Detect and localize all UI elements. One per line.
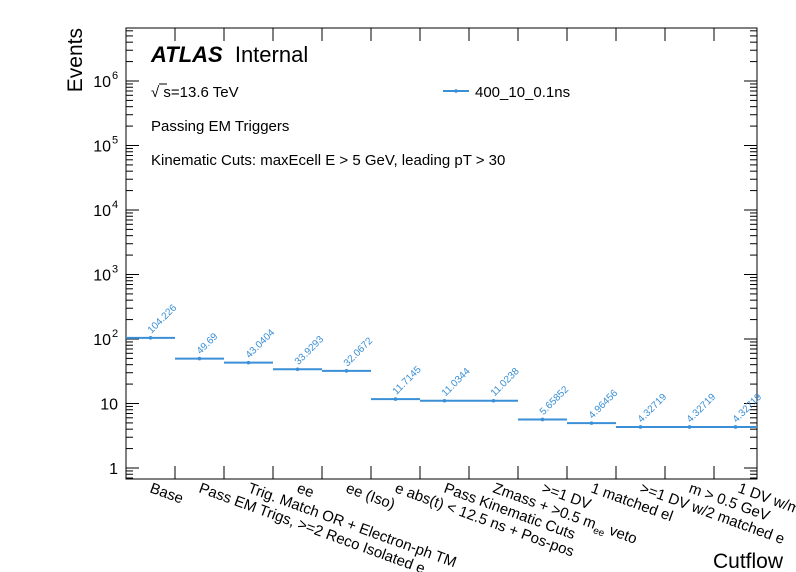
atlas-text: ATLAS [150, 42, 223, 67]
atlas-label: ATLAS Internal [150, 42, 308, 67]
value-label: 5.65852 [538, 384, 572, 418]
selection-line-2: Kinematic Cuts: maxEcell E > 5 GeV, lead… [151, 152, 505, 169]
y-tick-label: 1 [109, 461, 118, 478]
category-label: ee (Iso) [344, 480, 398, 513]
y-tick-label: 10 [93, 139, 111, 156]
value-label: 104.226 [146, 302, 180, 336]
value-label: 4.96456 [587, 388, 621, 422]
value-label: 33.9293 [293, 334, 327, 368]
bar-point [540, 417, 545, 422]
bar-point [148, 336, 153, 340]
y-tick-label: 10 [93, 203, 111, 220]
y-tick-label: 10 [93, 74, 111, 91]
category-text: Base [148, 480, 186, 508]
value-label: 32.0672 [342, 335, 376, 369]
value-label: 4.32719 [636, 391, 670, 425]
y-axis-title: Events [64, 28, 87, 92]
bar-point [344, 369, 349, 373]
x-axis-title: Cutflow [713, 550, 784, 572]
legend-entry: 400_10_0.1ns [475, 84, 570, 101]
legend-dot [454, 89, 458, 93]
y-tick-exponent: 3 [112, 264, 118, 276]
y-tick-label: 10 [93, 332, 111, 349]
atlas-status-text: Internal [235, 42, 308, 67]
value-label: 43.0404 [244, 327, 278, 361]
bar-point [197, 356, 202, 361]
value-labels: 104.226 49.69 43.0404 33.9293 32.0672 11.7145… [146, 302, 765, 425]
x-axis [125, 28, 715, 479]
category-label: ee [295, 480, 316, 502]
bar-point [638, 425, 643, 429]
series-steps [126, 336, 757, 429]
category-suffix: veto [603, 521, 639, 548]
plot-frame [125, 27, 758, 480]
value-label: 4.32719 [685, 391, 719, 425]
category-text: ee (Iso) [344, 480, 398, 513]
category-label: Base [148, 480, 186, 508]
y-tick-exponent: 4 [112, 199, 118, 211]
bar-point [491, 398, 496, 403]
energy-label: √ s=13.6 TeV [151, 84, 239, 101]
sqrt-symbol: √ [151, 84, 160, 101]
bar-point [589, 421, 594, 425]
value-label: 11.0238 [489, 366, 522, 399]
energy-text: s=13.6 TeV [163, 84, 238, 101]
y-tick-label: 10 [93, 268, 111, 285]
y-tick-exponent: 2 [112, 328, 118, 340]
category-subscript: ee [591, 525, 606, 539]
legend: 400_10_0.1ns [443, 84, 570, 101]
selection-line-1: Passing EM Triggers [151, 118, 289, 135]
value-label: 4.32719 [731, 391, 765, 425]
y-tick-exponent: 5 [112, 135, 118, 147]
y-tick-label: 10 [100, 397, 118, 414]
bar-point [733, 425, 738, 429]
bar-point [687, 425, 692, 429]
bar-point [295, 367, 300, 372]
bar-point [246, 360, 251, 365]
value-label: 49.69 [195, 331, 221, 357]
value-label: 11.0344 [440, 366, 473, 399]
value-label: 11.7145 [391, 364, 424, 397]
bar-point [393, 397, 398, 401]
category-text: ee [295, 480, 316, 502]
x-tick-labels: Base Pass EM Trigs, >=2 Reco Isolated eTr… [148, 480, 796, 572]
y-tick-exponent: 6 [112, 70, 118, 82]
bar-point [442, 398, 447, 403]
